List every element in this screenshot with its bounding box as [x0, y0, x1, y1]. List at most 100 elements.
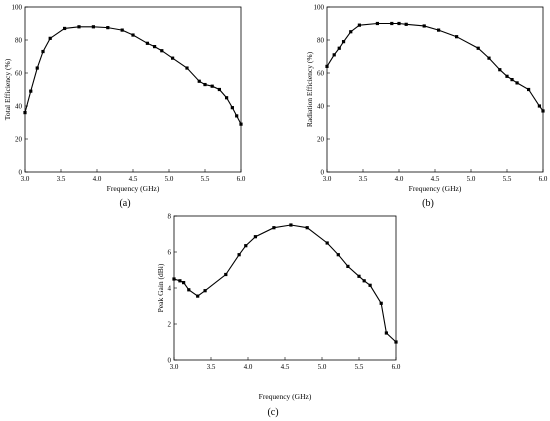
data-point-marker	[527, 87, 531, 92]
x-tick-label: 4.5	[431, 175, 440, 183]
series-line	[24, 26, 242, 125]
data-point-marker	[197, 79, 201, 83]
data-point-marker	[35, 66, 39, 70]
x-axis-label: Frequency (GHz)	[107, 184, 160, 193]
data-point-marker	[404, 22, 408, 26]
y-tick-label: 100	[12, 3, 23, 11]
data-point-marker	[210, 84, 214, 88]
panel-c: 0 2 4 6 8 3.0 3.5 4.0 4.5 5.0 5.5 6.0 Frequency (G…	[156, 212, 401, 418]
x-tick-label: 4.0	[395, 175, 404, 183]
data-point-marker	[235, 114, 239, 118]
data-point-marker	[217, 87, 221, 92]
data-point-marker	[455, 35, 459, 39]
data-point-marker	[487, 56, 491, 60]
series-line	[173, 224, 397, 343]
x-tick-label: 5.0	[318, 363, 327, 371]
data-point-marker	[362, 279, 366, 283]
data-point-marker	[357, 274, 361, 278]
plot-area-frame	[24, 6, 242, 173]
x-tick-label: 5.5	[355, 363, 364, 371]
data-point-marker	[537, 104, 541, 108]
data-point-marker	[379, 301, 383, 305]
data-point-marker	[397, 21, 401, 26]
data-point-marker	[91, 25, 95, 29]
x-tick-label: 3.0	[170, 363, 179, 371]
x-tick-label: 4.0	[93, 175, 102, 183]
data-point-marker	[272, 226, 276, 230]
data-point-marker	[346, 264, 350, 268]
y-tick-label: 2	[168, 320, 172, 328]
x-tick-label: 3.5	[359, 175, 368, 183]
y-tick-label: 0	[19, 168, 23, 176]
y-tick-label: 80	[317, 36, 325, 44]
x-tick-label: 5.5	[201, 175, 210, 183]
data-point-marker	[120, 28, 124, 32]
panel-label-b: (b)	[422, 198, 434, 209]
data-point-marker	[505, 74, 509, 78]
x-tick-label: 3.5	[57, 175, 66, 183]
data-point-marker	[390, 21, 394, 26]
series-group	[23, 25, 243, 126]
y-tick-label: 60	[15, 69, 23, 77]
data-point-marker	[225, 96, 229, 100]
x-tick-label: 5.0	[467, 175, 476, 183]
data-point-marker	[510, 78, 514, 82]
y-tick-label: 40	[317, 102, 325, 110]
data-point-marker	[171, 56, 175, 60]
data-point-marker	[541, 109, 545, 113]
data-point-marker	[325, 64, 329, 68]
x-tick-group: 3.0 3.5 4.0 4.5 5.0 5.5 6.0	[170, 357, 401, 371]
y-axis-label: Total Efficiency (%)	[3, 58, 12, 120]
data-point-marker	[153, 45, 157, 49]
x-tick-label: 6.0	[237, 175, 246, 183]
data-point-marker	[305, 226, 309, 230]
x-tick-group: 3.0 3.5 4.0 4.5 5.0 5.5 6.0	[21, 169, 246, 183]
y-tick-label: 0	[321, 168, 325, 176]
y-tick-label: 40	[15, 102, 23, 110]
data-point-marker	[237, 253, 241, 257]
y-tick-label: 100	[314, 3, 325, 11]
x-tick-label: 4.5	[129, 175, 138, 183]
data-point-marker	[357, 23, 361, 27]
data-point-marker	[476, 46, 480, 50]
data-point-marker	[332, 53, 336, 57]
data-point-marker	[77, 25, 81, 29]
x-tick-label: 3.0	[323, 175, 332, 183]
panel-label-c: (c)	[267, 407, 278, 418]
data-point-marker	[187, 288, 191, 292]
data-point-marker	[375, 21, 379, 26]
data-point-marker	[160, 49, 164, 53]
data-point-marker	[63, 26, 67, 31]
data-point-marker	[23, 111, 27, 115]
x-tick-label: 3.5	[207, 363, 216, 371]
data-point-marker	[172, 277, 176, 281]
y-tick-label: 20	[317, 135, 325, 143]
data-point-marker	[289, 223, 293, 227]
data-point-marker	[106, 26, 110, 30]
data-point-marker	[224, 272, 228, 277]
data-point-marker	[29, 89, 33, 93]
data-point-marker	[384, 331, 388, 335]
plot-area-frame	[326, 6, 544, 173]
x-tick-label: 4.5	[281, 363, 290, 371]
data-point-marker	[498, 68, 502, 72]
series-group	[172, 223, 398, 344]
x-tick-group: 3.0 3.5 4.0 4.5 5.0 5.5 6.0	[323, 169, 548, 183]
data-point-marker	[244, 244, 248, 248]
y-tick-label: 6	[168, 248, 172, 256]
y-tick-label: 8	[168, 212, 172, 220]
data-point-marker	[230, 106, 234, 110]
series-group	[325, 21, 545, 113]
data-point-marker	[48, 36, 52, 40]
y-tick-label: 20	[15, 135, 23, 143]
data-point-marker	[41, 49, 45, 54]
y-tick-group: 0 20 40 60 80 100	[314, 3, 330, 176]
panel-b: 0 20 40 60 80 100 3.0 3.5 4.0 4.5 5.0 5.5 6.0 Frequ…	[305, 3, 548, 209]
data-point-marker	[341, 40, 346, 44]
x-tick-label: 5.0	[165, 175, 174, 183]
data-point-marker	[239, 122, 243, 126]
x-tick-label: 6.0	[392, 363, 401, 371]
x-axis-label: Frequency (GHz)	[259, 392, 312, 401]
data-point-marker	[422, 24, 426, 28]
